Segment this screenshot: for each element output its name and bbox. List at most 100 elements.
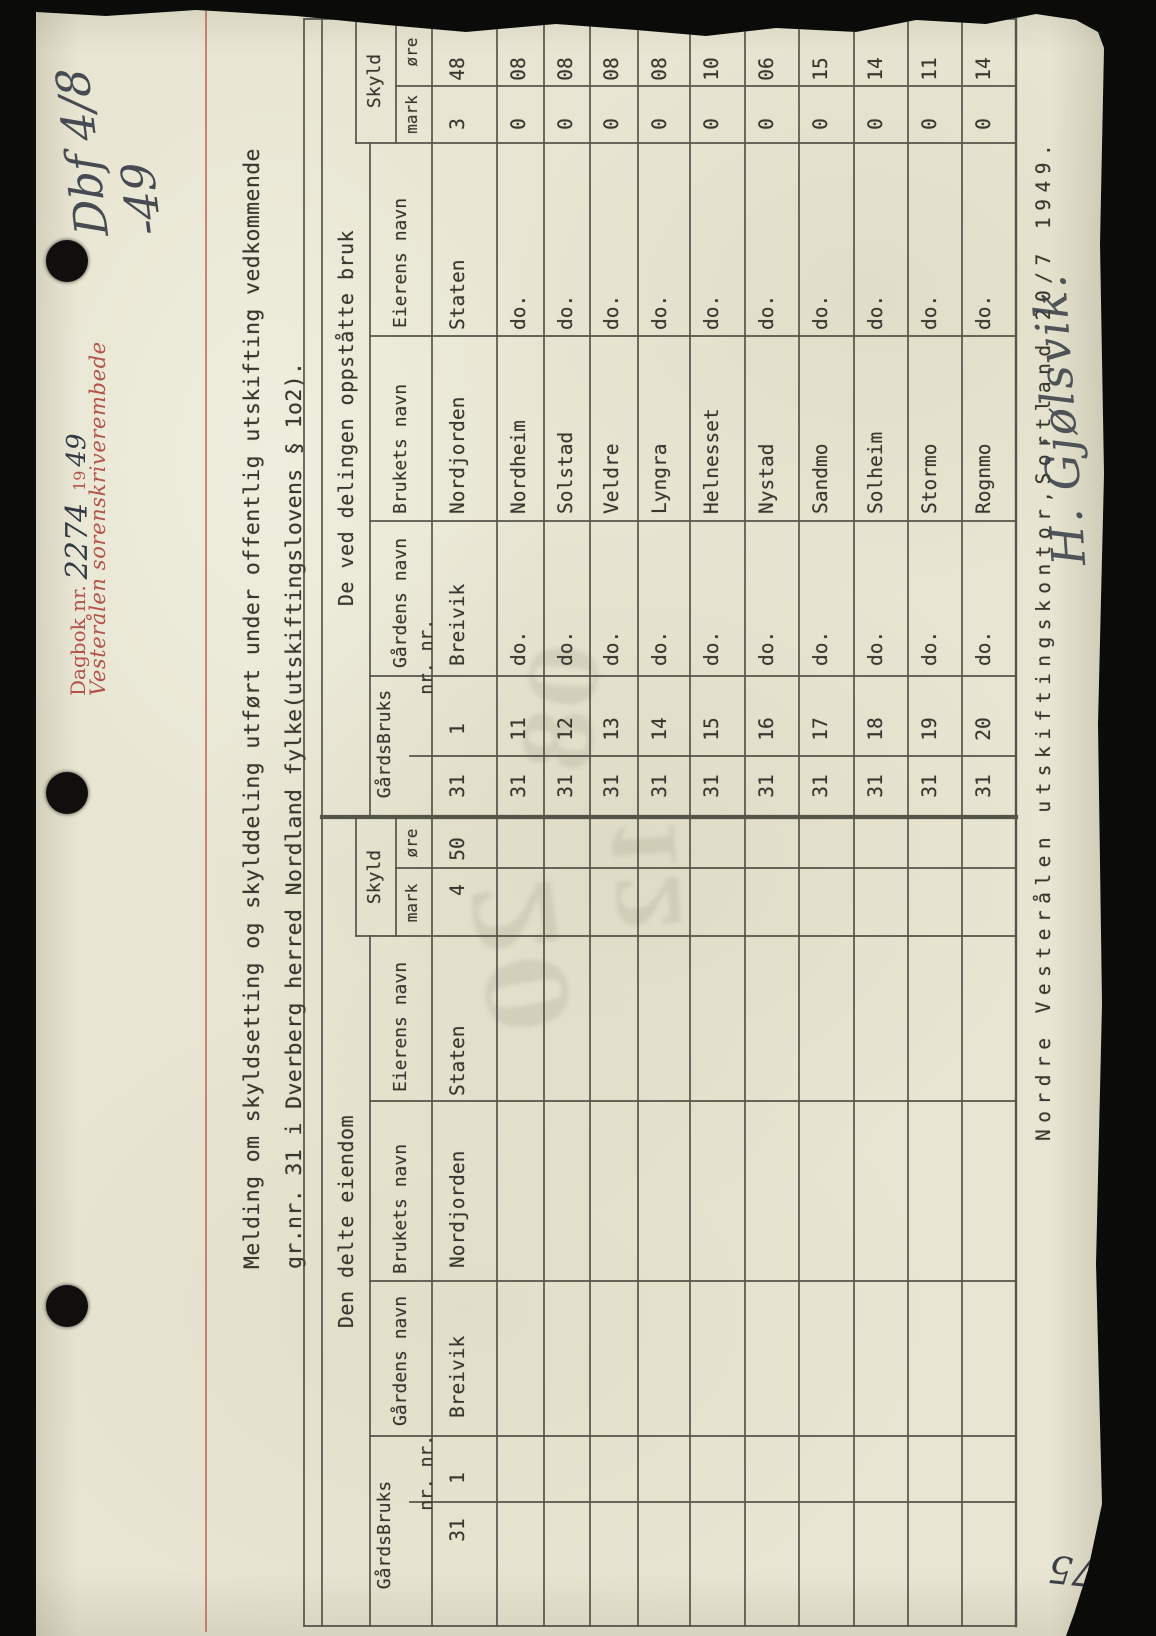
table-row: 31 18 do. Solheim do. 0 14: [864, 10, 898, 1632]
table-row: 31 12 do. Solstad do. 0 08: [554, 10, 588, 1632]
cell-brukets-navn: Stormo: [918, 443, 941, 514]
table-row: 31 19 do. Stormo do. 0 11: [918, 10, 952, 1632]
cell-gardsnr: 31: [700, 774, 723, 798]
cell-brukets-navn: Solheim: [864, 431, 887, 514]
right-header-ore: øre: [402, 37, 421, 67]
cell-eierens-navn: do.: [648, 294, 671, 330]
cell-brukets-navn: Sandmo: [809, 443, 832, 514]
rotated-document-content: Dbf 4/8 -49 Dagbok nr.22741949 Vesteråle…: [38, 10, 1100, 1632]
cell-skyld-ore: 08: [600, 57, 623, 81]
cell-gardsnr: 31: [755, 774, 778, 798]
cell-brukets-navn: Solstad: [554, 431, 577, 514]
cell-eierens-navn: Staten: [446, 259, 469, 330]
cell-gardens-navn: Breivik: [446, 583, 469, 666]
cell-skyld-ore: 14: [864, 57, 887, 81]
cell-gardens-navn: do.: [600, 630, 623, 666]
paper-sheet: Dbf 4/8 -49 Dagbok nr.22741949 Vesteråle…: [36, 10, 1104, 1636]
cell-brukets-navn: Rognmo: [972, 443, 995, 514]
cell-eierens-navn: do.: [755, 294, 778, 330]
right-header-skyld: Skyld: [364, 53, 385, 109]
cell-eierens-navn: do.: [918, 294, 941, 330]
cell-bruksnr: 11: [507, 717, 530, 741]
header-gardsnr-bruksnr: GårdsBruks: [374, 689, 395, 799]
cell-eierens-navn: do.: [600, 294, 623, 330]
table-row: 31 17 do. Sandmo do. 0 15: [809, 10, 843, 1632]
cell-gardsnr: 31: [507, 774, 530, 798]
right-table-title: De ved delingen oppståtte bruk: [334, 229, 358, 607]
cell-skyld-ore: 08: [507, 57, 530, 81]
cell-gardens-navn: do.: [972, 630, 995, 666]
cell-eierens-navn: do.: [809, 294, 832, 330]
cell-gardsnr: 31: [972, 774, 995, 798]
cell-skyld-mark: 0: [972, 118, 995, 130]
cell-skyld-mark: 0: [648, 118, 671, 130]
cell-skyld-mark: 0: [864, 118, 887, 130]
right-header-mark: mark: [402, 95, 421, 134]
cell-skyld-mark: 0: [507, 118, 530, 130]
cell-brukets-navn: Nordjorden: [446, 396, 469, 514]
handwritten-page-number: 675: [1046, 1546, 1124, 1598]
header-nr-nr: nr. nr.: [416, 1434, 437, 1511]
right-header-nr: GårdsBruks nr. nr.: [374, 619, 437, 814]
table-row: 31 1 Breivik Nordjorden Staten 3 48: [446, 10, 480, 1632]
cell-skyld-ore: 14: [972, 57, 995, 81]
cell-gardens-navn: do.: [648, 630, 671, 666]
table-row: 31 15 do. Helnesset do. 0 10: [700, 10, 734, 1632]
cell-bruksnr: 15: [700, 717, 723, 741]
cell-eierens-navn: do.: [700, 294, 723, 330]
table-row: 31 20 do. Rognmo do. 0 14: [972, 10, 1006, 1632]
left-header-eierens-navn: Eierens navn: [390, 961, 411, 1092]
cell-gardsnr: 31: [600, 774, 623, 798]
cell-skyld-ore: 48: [446, 57, 469, 81]
right-header-eierens-navn: Eierens navn: [390, 197, 411, 328]
cell-gardsnr: 31: [554, 774, 577, 798]
cell-brukets-navn: Veldre: [600, 443, 623, 514]
cell-eierens-navn: do.: [864, 294, 887, 330]
cell-brukets-navn: Nystad: [755, 443, 778, 514]
cell-skyld-ore: 15: [809, 57, 832, 81]
cell-bruksnr: 13: [600, 717, 623, 741]
cell-gardens-navn: do.: [507, 630, 530, 666]
cell-skyld-ore: 10: [700, 57, 723, 81]
header-gardsnr-bruksnr: GårdsBruks: [374, 1480, 395, 1590]
cell-bruksnr: 18: [864, 717, 887, 741]
cell-gardens-navn: do.: [918, 630, 941, 666]
cell-gardsnr: 31: [809, 774, 832, 798]
cell-brukets-navn: Nordheim: [507, 420, 530, 514]
table-row: 31 14 do. Lyngra do. 0 08: [648, 10, 682, 1632]
cell-bruksnr: 19: [918, 717, 941, 741]
left-table-title: Den delte eiendom: [334, 1114, 358, 1329]
cell-gardens-navn: do.: [700, 630, 723, 666]
cell-gardsnr: 31: [648, 774, 671, 798]
cell-skyld-mark: 0: [918, 118, 941, 130]
cell-skyld-mark: 0: [755, 118, 778, 130]
cell-bruksnr: 16: [755, 717, 778, 741]
cell-gardsnr: 31: [918, 774, 941, 798]
table-row: 31 13 do. Veldre do. 0 08: [600, 10, 634, 1632]
cell-gardens-navn: do.: [755, 630, 778, 666]
cell-skyld-ore: 08: [554, 57, 577, 81]
cell-skyld-mark: 0: [600, 118, 623, 130]
cell-skyld-ore: 11: [918, 57, 941, 81]
header-nr-nr: nr. nr.: [416, 618, 437, 695]
cell-brukets-navn: Helnesset: [700, 408, 723, 514]
left-header-ore: øre: [402, 828, 421, 858]
cell-bruksnr: 17: [809, 717, 832, 741]
cell-brukets-navn: Lyngra: [648, 443, 671, 514]
cell-gardsnr: 31: [446, 774, 469, 798]
cell-eierens-navn: do.: [507, 294, 530, 330]
cell-skyld-mark: 3: [446, 118, 469, 130]
left-header-mark: mark: [402, 883, 421, 923]
left-header-nr: GårdsBruks nr. nr.: [374, 1435, 437, 1630]
cell-eierens-navn: do.: [554, 294, 577, 330]
cell-skyld-ore: 08: [648, 57, 671, 81]
cell-gardens-navn: do.: [864, 630, 887, 666]
cell-eierens-navn: do.: [972, 294, 995, 330]
table-row: 31 16 do. Nystad do. 0 06: [755, 10, 789, 1632]
cell-gardsnr: 31: [864, 774, 887, 798]
left-header-brukets-navn: Brukets navn: [390, 1143, 411, 1274]
cell-bruksnr: 20: [972, 717, 995, 741]
left-header-gardens-navn: Gårdens navn: [390, 1295, 411, 1426]
cell-bruksnr: 12: [554, 717, 577, 741]
